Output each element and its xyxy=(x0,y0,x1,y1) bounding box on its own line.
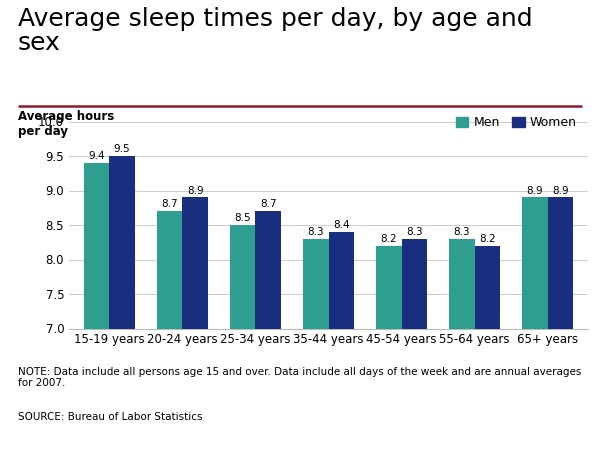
Text: SOURCE: Bureau of Labor Statistics: SOURCE: Bureau of Labor Statistics xyxy=(18,412,203,422)
Bar xyxy=(182,198,208,450)
Bar xyxy=(303,239,329,450)
Bar xyxy=(109,156,135,450)
Text: 8.3: 8.3 xyxy=(406,227,423,237)
Bar xyxy=(548,198,574,450)
Legend: Men, Women: Men, Women xyxy=(451,111,582,134)
Text: 8.9: 8.9 xyxy=(552,186,569,196)
Text: 8.3: 8.3 xyxy=(454,227,470,237)
Text: 8.9: 8.9 xyxy=(527,186,544,196)
Bar xyxy=(376,246,401,450)
Bar xyxy=(256,211,281,450)
Bar xyxy=(475,246,500,450)
Text: 8.2: 8.2 xyxy=(380,234,397,244)
Bar xyxy=(522,198,548,450)
Text: 8.7: 8.7 xyxy=(260,199,277,209)
Bar xyxy=(157,211,182,450)
Text: 8.3: 8.3 xyxy=(307,227,324,237)
Text: Average sleep times per day, by age and: Average sleep times per day, by age and xyxy=(18,7,533,31)
Bar xyxy=(449,239,475,450)
Text: NOTE: Data include all persons age 15 and over. Data include all days of the wee: NOTE: Data include all persons age 15 an… xyxy=(18,367,581,388)
Text: 8.7: 8.7 xyxy=(161,199,178,209)
Text: 8.2: 8.2 xyxy=(479,234,496,244)
Text: sex: sex xyxy=(18,32,61,55)
Text: 8.9: 8.9 xyxy=(187,186,203,196)
Bar xyxy=(83,163,109,450)
Text: 8.5: 8.5 xyxy=(234,213,251,223)
Text: 9.5: 9.5 xyxy=(113,144,130,154)
Bar xyxy=(329,232,354,450)
Text: 8.4: 8.4 xyxy=(333,220,350,230)
Text: 9.4: 9.4 xyxy=(88,151,105,161)
Bar xyxy=(230,225,256,450)
Text: Average hours
per day: Average hours per day xyxy=(18,110,114,138)
Bar xyxy=(401,239,427,450)
